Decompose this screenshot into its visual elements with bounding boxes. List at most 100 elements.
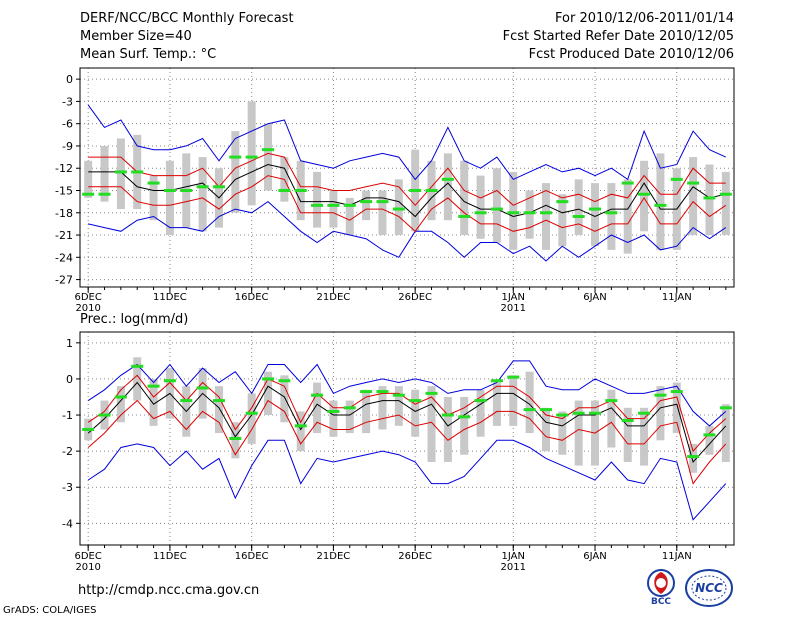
climatology-marker xyxy=(670,177,683,181)
member-spread-box xyxy=(149,175,158,221)
member-spread-box xyxy=(525,371,534,434)
x-tick-label: 6JAN xyxy=(583,292,606,303)
climatology-marker xyxy=(147,181,160,185)
member-spread-box xyxy=(411,389,420,437)
max-line xyxy=(87,104,727,181)
forecast-period: For 2010/12/06-2011/01/14 xyxy=(555,11,734,26)
x-tick-label: 6DEC xyxy=(74,551,101,562)
climatology-marker xyxy=(114,395,127,399)
max-line xyxy=(87,360,727,427)
climatology-marker xyxy=(441,413,454,417)
member-spread-box xyxy=(133,357,142,401)
member-spread-box xyxy=(558,194,567,247)
member-spread-box xyxy=(296,411,305,452)
member-spread-box xyxy=(313,382,322,434)
climatology-marker xyxy=(621,181,634,185)
climatology-marker xyxy=(458,214,471,218)
member-spread-box xyxy=(427,386,436,462)
member-spread-box xyxy=(509,375,518,426)
climatology-marker xyxy=(114,170,127,174)
climatology-marker xyxy=(605,211,618,215)
x-tick-year-label: 2010 xyxy=(75,562,100,573)
climatology-marker xyxy=(719,406,732,410)
climatology-marker xyxy=(212,185,225,189)
climatology-marker xyxy=(589,207,602,211)
y-tick-label: -21 xyxy=(55,229,73,242)
climatology-marker xyxy=(376,200,389,204)
climatology-marker xyxy=(687,181,700,185)
member-spread-box xyxy=(362,389,371,434)
climatology-marker xyxy=(605,399,618,403)
member-spread-box xyxy=(689,157,698,236)
y-tick-label: -12 xyxy=(55,162,73,175)
climatology-marker xyxy=(180,188,193,192)
member-spread-box xyxy=(705,164,714,236)
grads-credit: GrADS: COLA/IGES xyxy=(3,605,97,616)
climatology-marker xyxy=(327,409,340,413)
x-tick-label: 16DEC xyxy=(235,292,269,303)
y-tick-label: -6 xyxy=(62,118,73,131)
climatology-marker xyxy=(98,413,111,417)
member-spread-box xyxy=(721,171,730,236)
member-spread-box xyxy=(574,179,583,236)
member-spread-box xyxy=(460,396,469,455)
member-spread-box xyxy=(247,101,256,206)
member-spread-box xyxy=(623,407,632,462)
member-spread-box xyxy=(705,425,714,455)
member-spread-box xyxy=(591,183,600,247)
climatology-marker xyxy=(507,375,520,379)
x-tick-label: 11DEC xyxy=(153,551,187,562)
member-spread-box xyxy=(509,171,518,250)
climatology-marker xyxy=(245,155,258,159)
chart-title: DERF/NCC/BCC Monthly Forecast xyxy=(80,11,294,26)
upper-spread-line xyxy=(87,374,727,453)
climatology-marker xyxy=(458,415,471,419)
x-tick-label: 21DEC xyxy=(317,551,351,562)
climatology-marker xyxy=(572,411,585,415)
climatology-marker xyxy=(523,211,536,215)
member-spread-box xyxy=(492,382,501,426)
climatology-marker xyxy=(670,390,683,394)
x-tick-label: 1JAN xyxy=(502,292,525,303)
climatology-marker xyxy=(163,188,176,192)
ensemble-mean-line xyxy=(88,163,726,218)
climatology-marker xyxy=(392,393,405,397)
member-spread-box xyxy=(541,183,550,250)
website-link[interactable]: http://cmdp.ncc.cma.gov.cn xyxy=(78,583,260,598)
min-line xyxy=(88,200,727,262)
y-tick-label: -4 xyxy=(62,517,73,530)
climatology-marker xyxy=(343,203,356,207)
climatology-marker xyxy=(360,390,373,394)
climatology-marker xyxy=(441,177,454,181)
y-tick-label: -3 xyxy=(62,481,73,494)
member-spread-box xyxy=(329,190,338,228)
min-line xyxy=(87,439,727,521)
climatology-marker xyxy=(474,211,487,215)
climatology-marker xyxy=(409,399,422,403)
climatology-marker xyxy=(425,391,438,395)
member-spread-box xyxy=(525,190,534,239)
climatology-marker xyxy=(196,386,209,390)
ensemble-mean-line xyxy=(87,381,727,464)
climatology-marker xyxy=(278,188,291,192)
x-tick-label: 1JAN xyxy=(502,551,525,562)
y-tick-label: -9 xyxy=(62,140,73,153)
climatology-marker xyxy=(589,411,602,415)
member-spread-box xyxy=(640,160,649,232)
member-spread-box xyxy=(394,386,403,426)
started-date: Fcst Started Refer Date 2010/12/05 xyxy=(502,29,734,44)
y-tick-label: 0 xyxy=(66,73,73,86)
produced-date: Fcst Produced Date 2010/12/06 xyxy=(528,47,734,62)
climatology-marker xyxy=(556,200,569,204)
y-tick-label: -18 xyxy=(55,207,73,220)
lower-spread-line xyxy=(87,399,727,485)
member-spread-box xyxy=(443,396,452,462)
member-size: Member Size=40 xyxy=(80,29,192,44)
climatology-marker xyxy=(572,214,585,218)
member-spread-box xyxy=(149,378,158,426)
climatology-marker xyxy=(654,203,667,207)
member-spread-box xyxy=(264,123,273,191)
climatology-marker xyxy=(311,203,324,207)
